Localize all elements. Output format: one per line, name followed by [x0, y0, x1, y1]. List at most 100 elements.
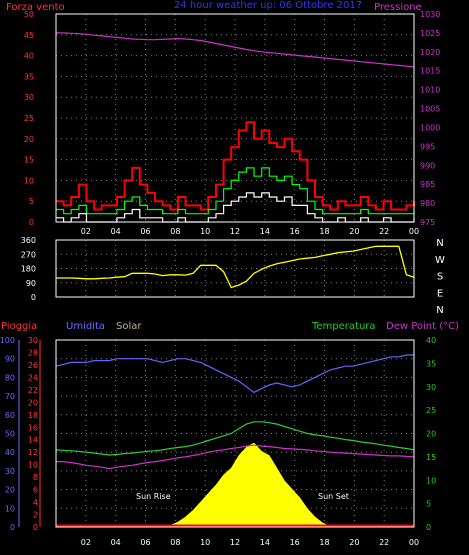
x-tick-label: 20 [349, 227, 359, 236]
pressure-tick-label: 995 [420, 142, 435, 151]
pressure-tick-label: 1010 [420, 86, 440, 95]
temperature-tick-label: 25 [426, 406, 436, 415]
pressure-tick-label: 975 [420, 218, 435, 227]
temperature-tick-label: 15 [426, 453, 436, 462]
rain-percent-tick-label: 50 [5, 430, 15, 439]
rain-axis-label: Pioggia [1, 321, 38, 332]
compass-label: N [436, 238, 443, 249]
wind-direction-series [56, 245, 415, 289]
pressure-tick-label: 1025 [420, 29, 440, 38]
compass-label: E [437, 288, 443, 299]
wind-axis-label: Forza vento [6, 2, 65, 13]
rain-percent-tick-label: 100 [0, 336, 15, 345]
rain-mm-tick-label: 0 [33, 523, 38, 532]
wind-frame [55, 13, 415, 223]
x-tick-label: 14 [260, 227, 270, 236]
wind-grid [56, 14, 414, 222]
x-tick-label: 18 [319, 538, 329, 547]
chart-title: 24 hour weather up: 06 Ottobre 2017 [174, 0, 363, 11]
rain-mm-tick-label: 4 [33, 498, 38, 507]
x-tick-label: 08 [170, 227, 180, 236]
wind-tick-label: 20 [24, 135, 34, 144]
direction-tick-label: 180 [21, 265, 36, 274]
temperature-tick-label: 40 [426, 336, 436, 345]
rain-mm-tick-label: 26 [28, 361, 38, 370]
wind-tick-label: 40 [24, 52, 34, 61]
pressure-tick-label: 1005 [420, 105, 440, 114]
rain-mm-tick-label: 6 [33, 486, 38, 495]
rain-percent-tick-label: 30 [5, 467, 15, 476]
rain-mm-tick-label: 20 [28, 398, 38, 407]
x-tick-label: 18 [319, 227, 329, 236]
meteo-frame [55, 339, 415, 528]
dewpoint-axis-label: Dew Point (°C) [386, 321, 460, 332]
temperature-tick-label: 5 [426, 500, 431, 509]
rain-percent-tick-label: 40 [5, 448, 15, 457]
x-tick-label: 00 [409, 538, 419, 547]
rain-percent-tick-label: 70 [5, 392, 15, 401]
x-tick-label: 16 [290, 538, 300, 547]
x-tick-label: 22 [379, 227, 389, 236]
direction-grid [56, 240, 414, 297]
rain-percent-tick-label: 60 [5, 411, 15, 420]
temperature-tick-label: 0 [426, 523, 431, 532]
rain-mm-tick-label: 8 [33, 473, 38, 482]
wind-tick-label: 15 [24, 156, 34, 165]
direction-tick-label: 360 [21, 236, 36, 245]
x-tick-label: 06 [140, 227, 150, 236]
x-tick-label: 12 [230, 538, 240, 547]
temperature-axis-label: Temperatura [312, 321, 376, 332]
temperature-tick-label: 30 [426, 383, 436, 392]
pressure-series [56, 32, 415, 68]
pressure-axis-label: Pressione [374, 2, 422, 13]
direction-tick-label: 270 [21, 250, 36, 259]
x-tick-label: 10 [200, 538, 210, 547]
pressure-tick-label: 985 [420, 180, 435, 189]
x-tick-label: 06 [140, 538, 150, 547]
rain-mm-tick-label: 14 [28, 436, 38, 445]
wind-tick-label: 30 [24, 93, 34, 102]
rain-mm-tick-label: 28 [28, 348, 38, 357]
x-tick-label: 00 [409, 227, 419, 236]
pressure-tick-label: 1020 [420, 48, 440, 57]
direction-tick-label: 0 [31, 293, 36, 302]
pressure-tick-label: 980 [420, 199, 435, 208]
x-tick-label: 14 [260, 538, 270, 547]
wind-tick-label: 10 [24, 176, 34, 185]
wind-tick-label: 0 [29, 218, 34, 227]
pressure-tick-label: 1015 [420, 67, 440, 76]
direction-frame [55, 239, 415, 298]
wind-tick-label: 50 [24, 10, 34, 19]
x-tick-label: 04 [111, 227, 121, 236]
rain-mm-tick-label: 10 [28, 461, 38, 470]
wind-avg-series [56, 167, 415, 215]
rain-mm-tick-label: 16 [28, 423, 38, 432]
x-tick-label: 22 [379, 538, 389, 547]
temperature-tick-label: 35 [426, 359, 436, 368]
rain-percent-tick-label: 20 [5, 486, 15, 495]
wind-tick-label: 5 [29, 197, 34, 206]
rain-mm-tick-label: 22 [28, 386, 38, 395]
wind-tick-label: 35 [24, 72, 34, 81]
x-tick-label: 04 [111, 538, 121, 547]
direction-tick-label: 90 [26, 279, 36, 288]
x-tick-label: 02 [81, 538, 91, 547]
wind-max-series [56, 121, 415, 211]
pressure-tick-label: 1000 [420, 123, 440, 132]
x-tick-label: 10 [200, 227, 210, 236]
x-tick-label: 02 [81, 227, 91, 236]
x-tick-label: 20 [349, 538, 359, 547]
x-tick-label: 16 [290, 227, 300, 236]
compass-label: W [435, 255, 445, 266]
temperature-series [55, 421, 415, 456]
x-tick-label: 08 [170, 538, 180, 547]
sun-set-annotation: Sun Set [318, 492, 349, 501]
rain-mm-tick-label: 18 [28, 411, 38, 420]
temperature-tick-label: 20 [426, 430, 436, 439]
rain-mm-tick-label: 30 [28, 336, 38, 345]
rain-mm-tick-label: 24 [28, 373, 38, 382]
rain-mm-tick-label: 2 [33, 511, 38, 520]
rain-percent-tick-label: 80 [5, 373, 15, 382]
rain-mm-tick-label: 12 [28, 448, 38, 457]
